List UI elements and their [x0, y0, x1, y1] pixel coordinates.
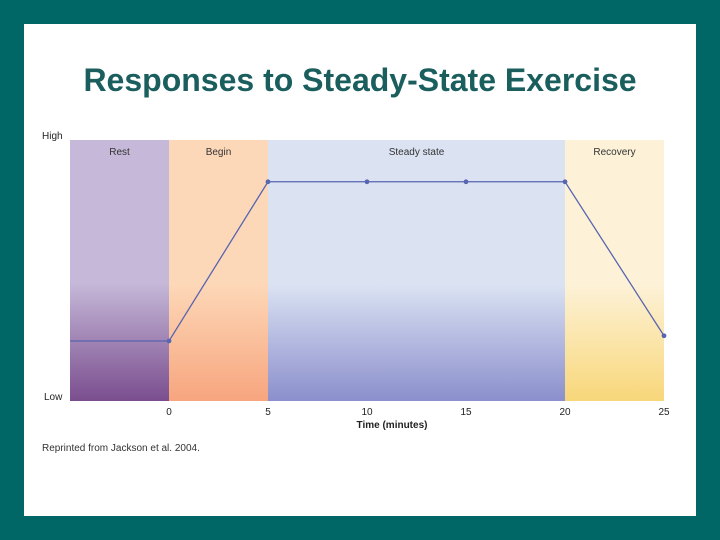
phase-label-recovery: Recovery	[593, 147, 635, 158]
phase-labels: Rest Begin Steady state Recovery	[109, 147, 635, 158]
x-tick-label: 25	[658, 407, 670, 418]
x-tick-label: 15	[460, 407, 472, 418]
series	[70, 179, 667, 344]
x-axis: High Low 0 5 10 15 20 25 Time (minutes)	[42, 131, 670, 431]
y-tick-label-high: High	[42, 131, 63, 142]
data-point	[661, 333, 667, 339]
data-point	[265, 179, 271, 185]
x-tick-label: 5	[265, 407, 271, 418]
slide: Responses to Steady-State Exercise Rest B…	[24, 24, 696, 516]
data-point	[364, 179, 370, 185]
source-note: Reprinted from Jackson et al. 2004.	[42, 443, 200, 454]
phase-band-rest	[70, 140, 169, 401]
phase-band-recovery	[565, 140, 664, 401]
phase-label-rest: Rest	[109, 147, 130, 158]
x-axis-title: Time (minutes)	[357, 420, 428, 431]
slide-title: Responses to Steady-State Exercise	[83, 62, 637, 98]
phase-band-steady-state	[268, 140, 565, 401]
phase-band-begin	[169, 140, 268, 401]
phase-label-begin: Begin	[206, 147, 232, 158]
x-tick-label: 20	[559, 407, 571, 418]
y-tick-label-low: Low	[44, 392, 63, 403]
phase-bands	[70, 140, 664, 401]
chart: Rest Begin Steady state Recovery High Low 0 5 1…	[42, 131, 670, 431]
data-point	[463, 179, 469, 185]
data-point	[166, 338, 172, 344]
phase-label-steady-state: Steady state	[389, 147, 445, 158]
data-point	[562, 179, 568, 185]
x-tick-label: 10	[361, 407, 373, 418]
x-tick-label: 0	[166, 407, 172, 418]
